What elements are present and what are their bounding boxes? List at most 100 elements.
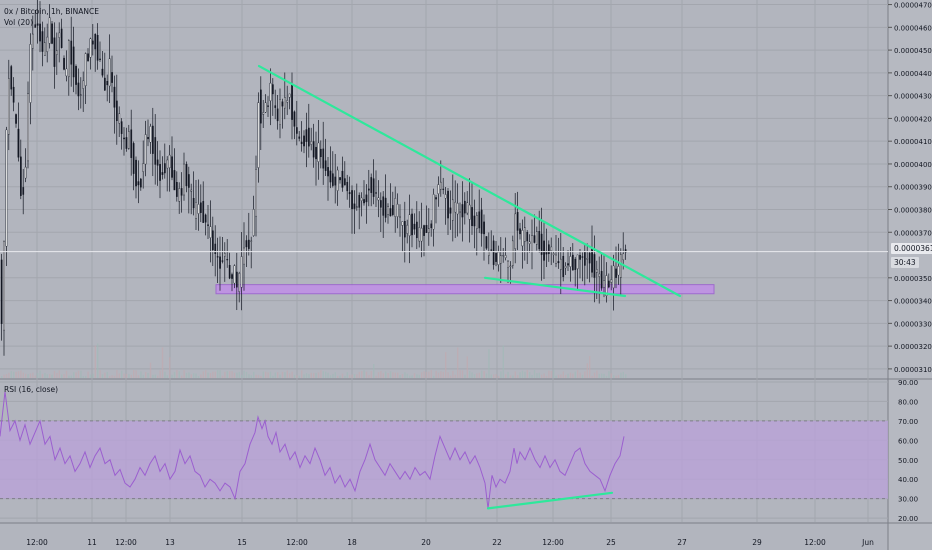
candle — [435, 197, 437, 200]
volume-bar — [526, 370, 528, 378]
volume-bar — [569, 372, 572, 378]
candle — [255, 169, 257, 217]
candle — [550, 246, 553, 252]
candle — [521, 230, 524, 247]
candle — [560, 258, 562, 270]
volume-bar — [27, 374, 29, 378]
volume-bar — [308, 374, 310, 378]
volume-legend[interactable]: Vol (20) — [4, 18, 34, 27]
candle — [39, 23, 41, 42]
candle — [351, 190, 353, 210]
candle — [12, 86, 15, 103]
candle — [144, 134, 147, 165]
volume-bar — [166, 375, 168, 378]
candle — [322, 148, 325, 169]
volume-bar — [53, 370, 56, 378]
volume-bar — [305, 373, 308, 378]
volume-bar — [543, 373, 545, 378]
candle — [380, 200, 382, 208]
candle — [468, 204, 471, 220]
rsi-bullish-divergence[interactable] — [486, 491, 614, 510]
time-tick-label: 12:00 — [115, 538, 137, 547]
volume-bar — [550, 370, 552, 378]
candle — [406, 224, 409, 234]
candle — [449, 207, 452, 214]
candle — [173, 170, 176, 191]
candle — [187, 174, 190, 188]
volume-bar — [128, 373, 130, 378]
candle — [526, 232, 529, 242]
candle — [363, 199, 365, 204]
candle — [46, 36, 49, 53]
candle — [29, 44, 32, 103]
volume-bar — [77, 370, 80, 378]
volume-bar — [58, 370, 60, 378]
volume-bar — [152, 374, 154, 378]
candle — [512, 240, 514, 266]
volume-bar — [356, 374, 358, 378]
volume-bar — [545, 375, 548, 378]
candle — [10, 66, 13, 90]
volume-bar — [428, 371, 430, 378]
candle — [334, 176, 337, 186]
candle — [223, 253, 226, 257]
candle — [240, 256, 243, 288]
volume-bar — [97, 343, 99, 378]
candle — [27, 93, 29, 162]
rsi-line — [0, 391, 625, 509]
time-tick-label: 27 — [677, 538, 687, 547]
volume-bar — [615, 375, 617, 378]
candle — [339, 177, 341, 181]
candle — [612, 265, 615, 289]
volume-bar — [584, 371, 586, 378]
candle — [617, 266, 620, 276]
candle — [454, 201, 457, 213]
candle — [622, 253, 625, 261]
price-axis[interactable] — [888, 0, 932, 550]
candle — [483, 221, 485, 235]
descending-resistance[interactable] — [257, 64, 682, 298]
volume-bar — [337, 375, 339, 378]
candle — [3, 241, 5, 331]
volume-bar — [154, 374, 156, 378]
volume-bar — [423, 371, 425, 378]
rsi-tick-label: 60.00 — [898, 437, 918, 445]
support-slope[interactable] — [483, 276, 627, 298]
volume-bar — [113, 375, 116, 378]
candle — [291, 84, 293, 120]
rsi-legend[interactable]: RSI (16, close) — [4, 385, 59, 394]
candle — [296, 127, 298, 134]
volume-bar — [121, 370, 123, 378]
volume-bar — [387, 373, 389, 378]
candle — [305, 129, 308, 142]
candle — [564, 265, 567, 269]
candle — [320, 148, 322, 158]
volume-bar — [490, 374, 492, 378]
candle — [552, 253, 555, 256]
candle — [17, 128, 20, 158]
candle — [346, 181, 349, 192]
candle — [115, 100, 118, 122]
volume-bar — [133, 370, 135, 378]
time-tick-label: 12:00 — [542, 538, 564, 547]
volume-bar — [339, 375, 341, 378]
volume-bar — [173, 371, 176, 378]
volume-bar — [488, 349, 490, 378]
volume-bar — [517, 375, 519, 378]
volume-bar — [281, 371, 284, 378]
candle — [420, 227, 423, 242]
volume-bar — [94, 345, 96, 378]
volume-bar — [521, 370, 524, 378]
candle — [461, 204, 464, 218]
candle — [584, 251, 586, 266]
volume-bar — [205, 370, 207, 378]
candle — [399, 216, 401, 218]
support-zone[interactable] — [215, 284, 715, 295]
symbol-legend[interactable]: 0x / Bitcoin, 1h, BINANCE — [4, 7, 99, 16]
volume-bar — [164, 371, 166, 378]
volume-bar — [373, 364, 375, 378]
